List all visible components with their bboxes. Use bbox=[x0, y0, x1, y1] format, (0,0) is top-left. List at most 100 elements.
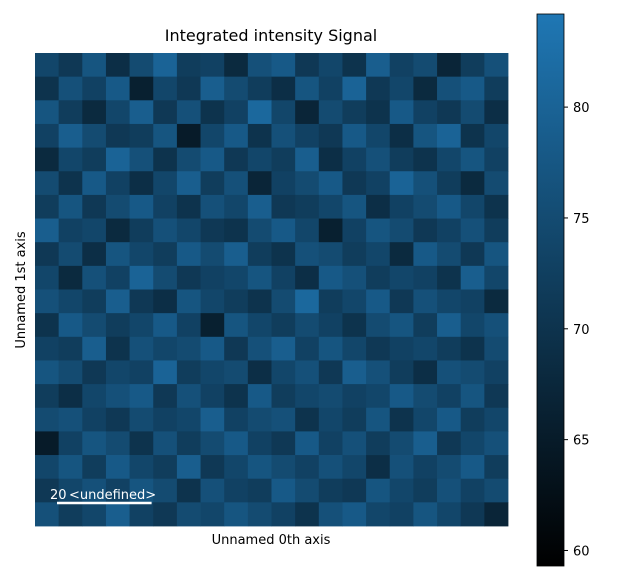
heatmap-cell bbox=[389, 53, 414, 78]
heatmap bbox=[35, 53, 509, 527]
heatmap-cell bbox=[200, 265, 225, 290]
heatmap-cell bbox=[271, 123, 296, 148]
heatmap-cell bbox=[318, 384, 343, 409]
heatmap-cell bbox=[105, 336, 130, 361]
heatmap-cell bbox=[295, 265, 320, 290]
heatmap-cell bbox=[247, 53, 272, 78]
heatmap-cell bbox=[366, 384, 391, 409]
heatmap-cell bbox=[460, 100, 485, 125]
heatmap-cell bbox=[318, 76, 343, 101]
heatmap-cell bbox=[176, 431, 201, 456]
heatmap-cell bbox=[35, 431, 60, 456]
heatmap-cell bbox=[224, 313, 249, 338]
heatmap-cell bbox=[224, 218, 249, 243]
heatmap-cell bbox=[129, 100, 154, 125]
heatmap-cell bbox=[413, 76, 438, 101]
heatmap-cell bbox=[200, 194, 225, 219]
heatmap-cell bbox=[342, 123, 367, 148]
heatmap-cell bbox=[224, 336, 249, 361]
heatmap-cell bbox=[105, 360, 130, 385]
heatmap-cell bbox=[129, 502, 154, 527]
heatmap-cell bbox=[153, 53, 178, 78]
heatmap-cell bbox=[129, 455, 154, 480]
heatmap-cell bbox=[484, 313, 509, 338]
heatmap-cell bbox=[437, 478, 462, 503]
heatmap-cell bbox=[105, 194, 130, 219]
heatmap-cell bbox=[105, 313, 130, 338]
heatmap-cell bbox=[58, 407, 83, 432]
heatmap-cell bbox=[58, 265, 83, 290]
heatmap-cell bbox=[105, 384, 130, 409]
heatmap-cell bbox=[342, 431, 367, 456]
heatmap-cell bbox=[105, 265, 130, 290]
heatmap-cell bbox=[200, 76, 225, 101]
heatmap-cell bbox=[366, 289, 391, 314]
x-axis-label: Unnamed 0th axis bbox=[212, 533, 331, 548]
heatmap-cell bbox=[389, 289, 414, 314]
heatmap-cell bbox=[271, 100, 296, 125]
heatmap-cell bbox=[318, 313, 343, 338]
heatmap-cell bbox=[318, 478, 343, 503]
heatmap-cell bbox=[129, 147, 154, 172]
heatmap-cell bbox=[129, 171, 154, 196]
heatmap-cell bbox=[129, 194, 154, 219]
heatmap-cell bbox=[35, 502, 60, 527]
heatmap-cell bbox=[271, 336, 296, 361]
heatmap-cell bbox=[58, 123, 83, 148]
heatmap-cell bbox=[129, 336, 154, 361]
heatmap-cell bbox=[176, 194, 201, 219]
heatmap-cell bbox=[366, 194, 391, 219]
heatmap-cell bbox=[437, 194, 462, 219]
heatmap-cell bbox=[318, 53, 343, 78]
colorbar bbox=[536, 13, 565, 567]
heatmap-cell bbox=[153, 194, 178, 219]
heatmap-cell bbox=[366, 407, 391, 432]
heatmap-cell bbox=[413, 194, 438, 219]
heatmap-cell bbox=[200, 100, 225, 125]
heatmap-cell bbox=[224, 242, 249, 267]
scalebar-units: <undefined> bbox=[69, 488, 156, 503]
heatmap-cell bbox=[342, 407, 367, 432]
heatmap-cell bbox=[153, 455, 178, 480]
heatmap-cell bbox=[460, 76, 485, 101]
heatmap-cell bbox=[295, 123, 320, 148]
heatmap-cell bbox=[295, 53, 320, 78]
heatmap-cell bbox=[413, 313, 438, 338]
heatmap-cell bbox=[460, 123, 485, 148]
heatmap-cell bbox=[176, 218, 201, 243]
heatmap-cell bbox=[318, 100, 343, 125]
heatmap-cell bbox=[366, 265, 391, 290]
y-axis-label: Unnamed 1st axis bbox=[14, 231, 29, 349]
heatmap-cell bbox=[82, 455, 107, 480]
heatmap-cell bbox=[460, 242, 485, 267]
heatmap-cell bbox=[389, 431, 414, 456]
heatmap-cell bbox=[389, 171, 414, 196]
heatmap-cell bbox=[437, 360, 462, 385]
heatmap-cell bbox=[105, 218, 130, 243]
heatmap-cell bbox=[58, 147, 83, 172]
heatmap-cell bbox=[200, 478, 225, 503]
heatmap-cell bbox=[271, 76, 296, 101]
heatmap-cell bbox=[153, 384, 178, 409]
heatmap-cell bbox=[82, 407, 107, 432]
heatmap-cell bbox=[176, 289, 201, 314]
heatmap-cell bbox=[460, 455, 485, 480]
heatmap-cell bbox=[58, 218, 83, 243]
heatmap-cell bbox=[105, 242, 130, 267]
heatmap-cell bbox=[484, 407, 509, 432]
heatmap-cell bbox=[35, 336, 60, 361]
heatmap-cell bbox=[35, 265, 60, 290]
heatmap-cell bbox=[295, 360, 320, 385]
heatmap-cell bbox=[105, 407, 130, 432]
heatmap-cell bbox=[413, 502, 438, 527]
colorbar-tick-label: 65 bbox=[573, 434, 590, 449]
heatmap-cell bbox=[82, 53, 107, 78]
heatmap-cell bbox=[413, 53, 438, 78]
heatmap-cell bbox=[129, 53, 154, 78]
heatmap-cell bbox=[82, 265, 107, 290]
heatmap-cell bbox=[176, 100, 201, 125]
heatmap-cell bbox=[153, 265, 178, 290]
heatmap-cell bbox=[318, 194, 343, 219]
heatmap-cell bbox=[200, 123, 225, 148]
heatmap-cell bbox=[413, 384, 438, 409]
